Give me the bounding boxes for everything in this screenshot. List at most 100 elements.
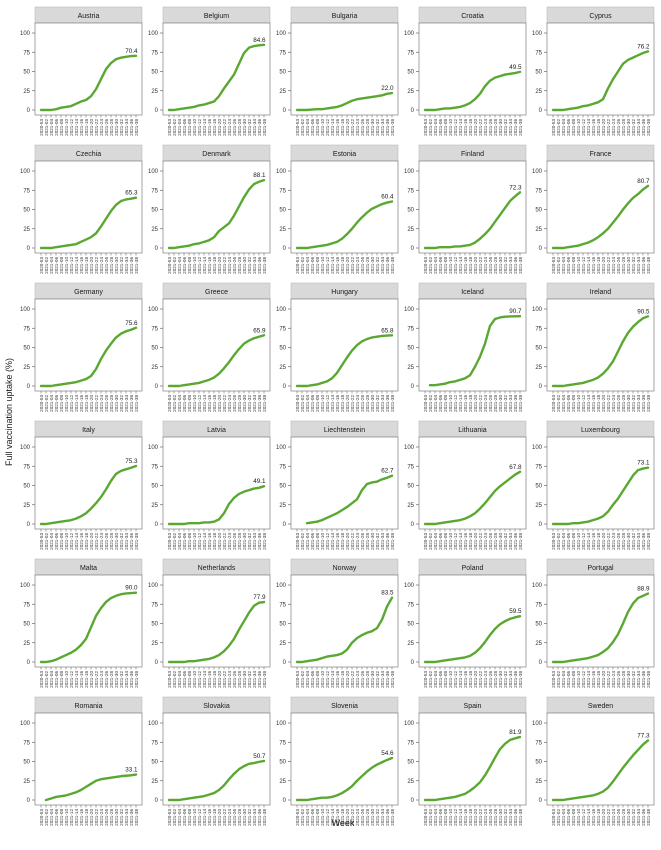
- y-tick-label: 100: [148, 583, 159, 589]
- x-tick-label: 2021-34: [380, 395, 385, 412]
- x-tick-label: 2021-08: [315, 809, 320, 826]
- x-tick-label: 2021-36: [257, 395, 262, 412]
- y-tick-label: 0: [283, 246, 287, 252]
- y-tick-label: 75: [279, 188, 286, 194]
- x-tick-label: 2021-08: [187, 119, 192, 136]
- x-tick-label: 2021-12: [69, 533, 74, 550]
- x-tick-label: 2021-12: [581, 809, 586, 826]
- x-tick-label: 2021-36: [641, 119, 646, 136]
- x-tick-label: 2021-04: [433, 533, 438, 550]
- x-tick-label: 2021-16: [591, 671, 596, 688]
- x-tick-label: 2021-14: [330, 671, 335, 688]
- y-tick-label: 25: [151, 779, 158, 785]
- y-tick-label: 100: [404, 445, 415, 451]
- series-line-slovenia: [295, 756, 394, 802]
- x-tick-label: 2021-14: [330, 395, 335, 412]
- end-value-label-portugal: 88.9: [637, 586, 650, 593]
- y-tick-label: 75: [535, 740, 542, 746]
- x-tick-label: 2021-26: [488, 671, 493, 688]
- x-tick-label: 2020-53: [423, 395, 428, 412]
- x-tick-label: 2021-36: [641, 671, 646, 688]
- x-tick-label: 2021-02: [44, 395, 49, 412]
- x-tick-label: 2021-20: [601, 119, 606, 136]
- x-tick-label: 2021-20: [473, 671, 478, 688]
- x-tick-label: 2021-16: [79, 257, 84, 274]
- x-tick-label: 2021-34: [636, 671, 641, 688]
- x-tick-label: 2021-38: [646, 671, 651, 688]
- x-tick-label: 2021-30: [370, 395, 375, 412]
- x-tick-label: 2021-22: [222, 257, 227, 274]
- x-tick-label: 2021-12: [325, 671, 330, 688]
- x-tick-label: 2021-28: [109, 533, 114, 550]
- x-tick-label: 2020-53: [39, 395, 44, 412]
- x-tick-label: 2021-34: [636, 119, 641, 136]
- panel-border-romania: [34, 712, 143, 806]
- x-tick-label: 2020-53: [551, 533, 556, 550]
- panel-border-austria: [34, 22, 143, 116]
- x-tick-label: 2021-08: [187, 533, 192, 550]
- x-tick-label: 2021-06: [310, 119, 315, 136]
- y-tick-label: 75: [151, 50, 158, 56]
- end-value-label-hungary: 65.8: [381, 327, 394, 334]
- x-tick-label: 2021-14: [330, 119, 335, 136]
- y-tick-label: 75: [535, 602, 542, 608]
- x-tick-label: 2021-04: [49, 119, 54, 136]
- x-tick-label: 2021-24: [611, 257, 616, 274]
- x-tick-label: 2021-06: [566, 119, 571, 136]
- x-tick-label: 2021-14: [586, 809, 591, 826]
- x-tick-label: 2021-20: [217, 257, 222, 274]
- strip-label-hungary: Hungary: [331, 289, 358, 296]
- strip-label-czechia: Czechia: [76, 151, 101, 158]
- y-tick-label: 0: [411, 108, 415, 114]
- x-tick-label: 2021-12: [69, 119, 74, 136]
- x-tick-label: 2021-24: [611, 809, 616, 826]
- x-tick-label: 2021-10: [64, 533, 69, 550]
- y-tick-label: 25: [151, 365, 158, 371]
- x-tick-label: 2021-38: [262, 119, 267, 136]
- x-tick-label: 2021-32: [503, 119, 508, 136]
- x-tick-label: 2021-02: [44, 671, 49, 688]
- x-tick-label: 2021-18: [212, 257, 217, 274]
- x-tick-label: 2021-30: [498, 119, 503, 136]
- x-tick-label: 2021-06: [566, 809, 571, 826]
- series-line-poland: [423, 614, 522, 664]
- x-tick-label: 2021-14: [330, 809, 335, 826]
- x-tick-label: 2021-38: [134, 533, 139, 550]
- y-tick-label: 75: [407, 602, 414, 608]
- x-tick-label: 2021-34: [636, 809, 641, 826]
- x-tick-label: 2021-26: [360, 671, 365, 688]
- y-tick-label: 100: [276, 445, 287, 451]
- y-tick-label: 50: [23, 70, 30, 76]
- x-tick-label: 2021-18: [468, 533, 473, 550]
- panel-border-slovenia: [290, 712, 399, 806]
- x-tick-label: 2021-04: [305, 671, 310, 688]
- end-value-label-slovenia: 54.6: [381, 750, 394, 757]
- x-tick-label: 2021-10: [576, 257, 581, 274]
- x-tick-label: 2021-18: [84, 809, 89, 826]
- panel-border-italy: [34, 436, 143, 530]
- end-value-label-romania: 33.1: [125, 767, 138, 774]
- x-tick-label: 2021-38: [262, 257, 267, 274]
- x-tick-label: 2021-10: [576, 395, 581, 412]
- x-tick-label: 2021-30: [498, 671, 503, 688]
- x-tick-label: 2020-53: [295, 533, 300, 550]
- x-tick-label: 2021-38: [518, 533, 523, 550]
- x-tick-label: 2021-20: [89, 671, 94, 688]
- panel-border-portugal: [546, 574, 655, 668]
- end-value-label-norway: 83.5: [381, 590, 394, 597]
- end-value-label-slovakia: 50.7: [253, 753, 266, 760]
- x-tick-label: 2021-18: [340, 671, 345, 688]
- x-tick-label: 2021-38: [262, 533, 267, 550]
- series-line-greece: [167, 334, 266, 388]
- x-tick-label: 2021-36: [257, 809, 262, 826]
- x-tick-label: 2021-04: [305, 533, 310, 550]
- x-tick-label: 2021-14: [74, 257, 79, 274]
- strip-label-estonia: Estonia: [333, 151, 356, 158]
- y-tick-label: 100: [148, 721, 159, 727]
- x-tick-label: 2021-24: [355, 119, 360, 136]
- x-tick-label: 2021-18: [212, 119, 217, 136]
